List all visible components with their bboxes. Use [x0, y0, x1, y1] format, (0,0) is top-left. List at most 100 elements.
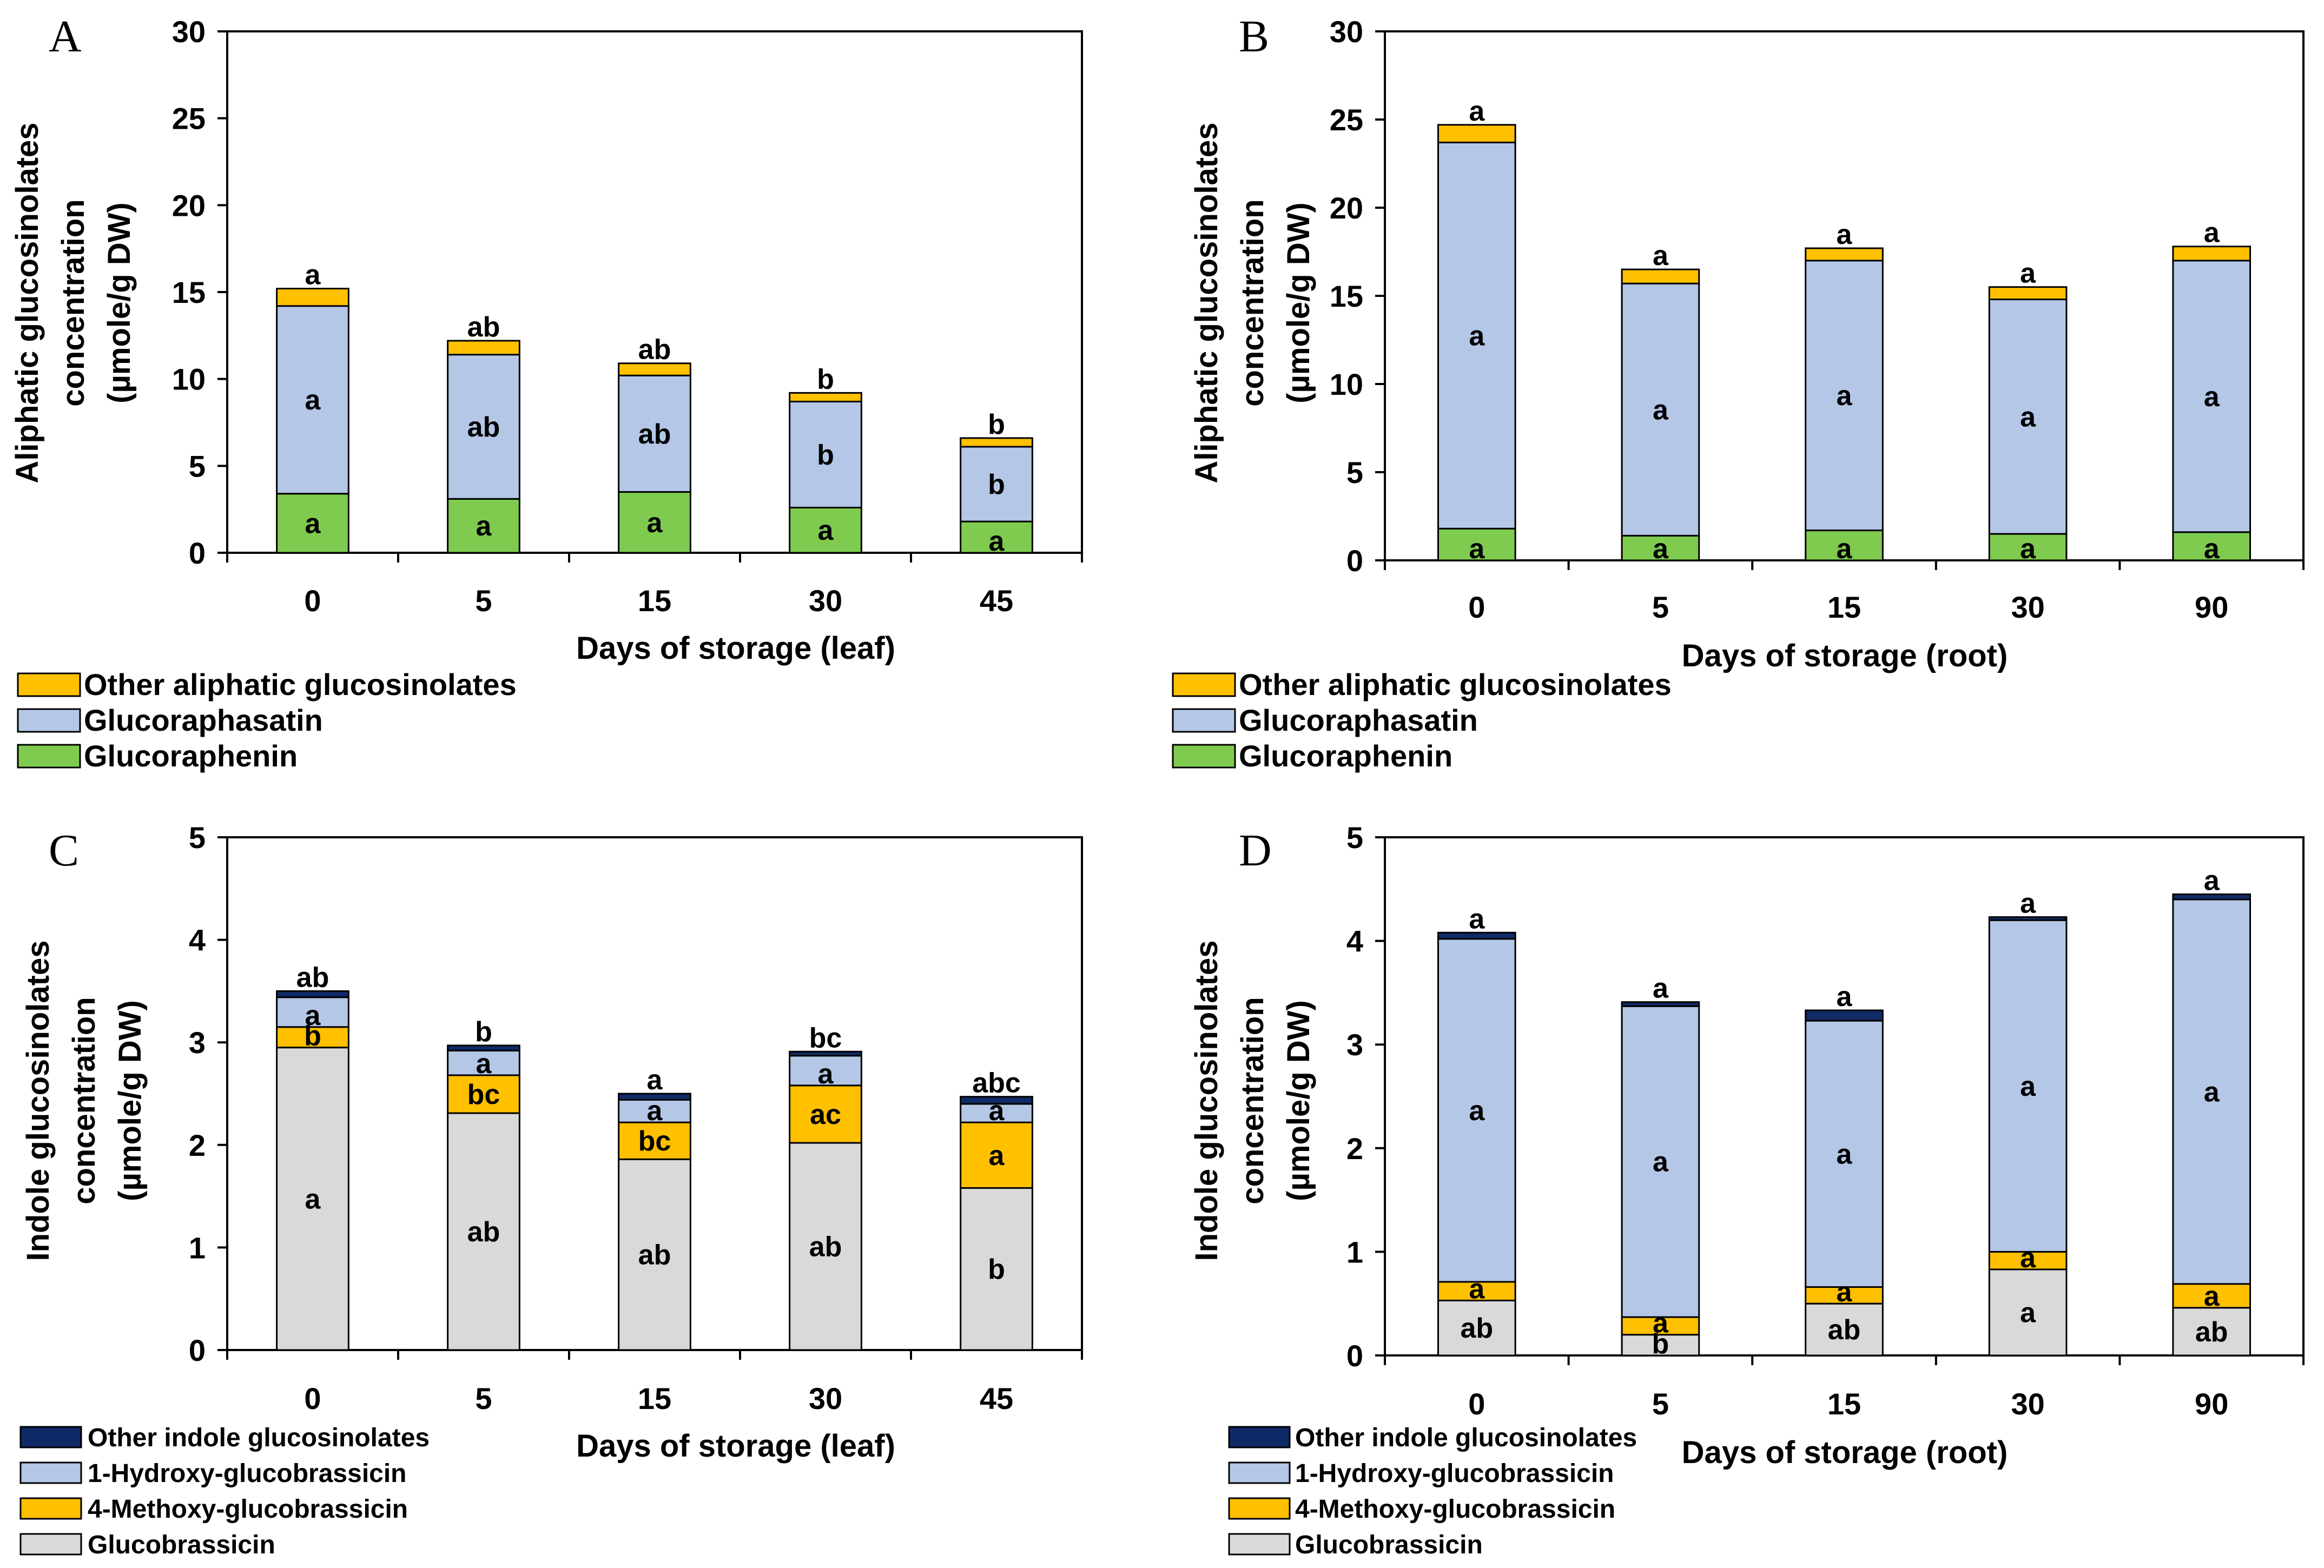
bar-segment-glucoraphasatin: [789, 400, 862, 508]
y-tick-label: 30: [1330, 15, 1363, 49]
bar-segment-glucobrassicin: [1988, 1268, 2068, 1357]
significance-label: a: [1469, 96, 1485, 127]
legend-swatch-hydroxy: [1228, 1461, 1291, 1484]
significance-label: a: [2020, 258, 2036, 289]
y-tick-label: 2: [1346, 1132, 1363, 1166]
significance-label: bc: [638, 1126, 671, 1157]
legend: Other indole glucosinolates 1-Hydroxy-glu…: [1228, 1424, 1637, 1559]
significance-label: a: [1653, 533, 1669, 565]
significance-label: a: [2020, 533, 2036, 565]
significance-label: a: [989, 1095, 1005, 1127]
x-tick-label: 0: [304, 584, 321, 618]
y-tick-label: 5: [189, 821, 206, 855]
legend-label: Glucoraphenin: [1239, 739, 1452, 773]
bar-segment-hydroxy: [1621, 1005, 1700, 1318]
bar-segment-methoxy: [1805, 1286, 1884, 1305]
x-tick-label: 5: [475, 584, 492, 618]
bar-segment-glucoraphasatin: [618, 374, 691, 493]
significance-label: ab: [467, 1216, 500, 1248]
y-tick-label: 15: [1330, 279, 1363, 313]
significance-label: a: [818, 515, 834, 546]
bar-segment-other-indole: [1805, 1009, 1884, 1022]
y-axis-title-line: (µmole/g DW): [102, 202, 137, 403]
bar-segment-methoxy: [447, 1074, 520, 1114]
significance-label: a: [1837, 380, 1853, 412]
significance-label: ab: [638, 1240, 671, 1271]
bar-segment-glucobrassicin: [447, 1112, 520, 1351]
bar-segment-hydroxy: [447, 1049, 520, 1076]
y-tick-label: 4: [189, 923, 206, 957]
y-tick-label: 25: [172, 102, 206, 136]
significance-label: a: [1837, 219, 1853, 250]
significance-label: ab: [1828, 1314, 1861, 1346]
significance-label: a: [1837, 533, 1853, 565]
legend-label: Glucoraphasatin: [84, 703, 323, 737]
bar-segment-hydroxy: [1805, 1020, 1884, 1288]
significance-label: ab: [467, 412, 500, 443]
bar-segment-other-indole: [789, 1050, 862, 1057]
significance-label: a: [1469, 320, 1485, 352]
significance-label: b: [988, 469, 1005, 500]
significance-label: a: [647, 1064, 663, 1096]
bar-segment-glucoraphasatin: [960, 446, 1033, 522]
y-tick-label: 30: [172, 15, 206, 49]
bar-segment-other-aliphatic: [960, 437, 1033, 448]
significance-label: a: [305, 385, 321, 416]
x-tick-label: 45: [980, 584, 1013, 618]
significance-label: a: [305, 1183, 321, 1215]
legend-label: Other indole glucosinolates: [88, 1424, 430, 1452]
significance-label: ab: [638, 334, 671, 366]
x-axis-title: Days of storage (leaf): [576, 631, 895, 666]
significance-label: a: [2020, 1071, 2036, 1102]
panel-letter: A: [49, 11, 82, 62]
y-tick-label: 5: [1346, 821, 1363, 855]
panel-letter: B: [1239, 11, 1269, 62]
x-axis-title: Days of storage (leaf): [576, 1428, 895, 1464]
legend-label: 1-Hydroxy-glucobrassicin: [88, 1459, 407, 1488]
bar-segment-hydroxy: [1988, 919, 2068, 1253]
bar-segment-glucoraphenin: [618, 491, 691, 554]
y-tick-label: 4: [1346, 924, 1363, 958]
bar-segment-other-indole: [618, 1093, 691, 1101]
significance-label: a: [989, 526, 1005, 557]
y-axis-title-line: concentration: [67, 997, 102, 1205]
x-tick-label: 15: [1827, 590, 1861, 624]
significance-label: a: [2204, 865, 2220, 896]
panel-letter: C: [49, 825, 79, 876]
y-tick-label: 20: [1330, 191, 1363, 225]
significance-label: a: [2020, 1297, 2036, 1328]
y-tick-label: 10: [172, 362, 206, 396]
significance-label: a: [1469, 903, 1485, 935]
legend: Other aliphatic glucosinolatesGlucorapha…: [1172, 667, 1672, 773]
significance-label: b: [988, 409, 1005, 440]
significance-label: a: [1837, 981, 1853, 1013]
y-axis-title-line: Indole glucosinolates: [21, 941, 56, 1261]
bar-segment-other-aliphatic: [1805, 247, 1884, 262]
bar-segment-glucobrassicin: [1805, 1302, 1884, 1357]
significance-label: a: [1653, 1147, 1669, 1178]
legend-swatch-glucoraphenin: [1172, 744, 1236, 769]
y-axis-title-line: Aliphatic glucosinolates: [1189, 122, 1224, 483]
bar-segment-other-indole: [960, 1096, 1033, 1105]
legend-swatch-other-aliphatic: [1172, 672, 1236, 697]
significance-label: bc: [809, 1022, 842, 1054]
legend-swatch-glucobrassicin: [19, 1533, 82, 1556]
legend-label: Glucoraphenin: [84, 739, 298, 773]
legend: Other indole glucosinolates 1-Hydroxy-glu…: [19, 1424, 430, 1559]
significance-label: a: [989, 1140, 1005, 1172]
significance-label: a: [647, 1095, 663, 1127]
y-tick-label: 0: [189, 536, 206, 570]
legend-swatch-other-indole: [19, 1426, 82, 1448]
significance-label: a: [2020, 1242, 2036, 1274]
y-axis-title-line: (µmole/g DW): [113, 1000, 148, 1201]
significance-label: a: [2204, 1281, 2220, 1312]
bar-segment-glucobrassicin: [276, 1047, 349, 1351]
legend-label: 4-Methoxy-glucobrassicin: [88, 1495, 408, 1524]
significance-label: b: [817, 439, 834, 471]
y-tick-label: 20: [172, 188, 206, 222]
significance-label: a: [305, 508, 321, 539]
significance-label: ab: [638, 419, 671, 450]
significance-label: ab: [467, 312, 500, 343]
